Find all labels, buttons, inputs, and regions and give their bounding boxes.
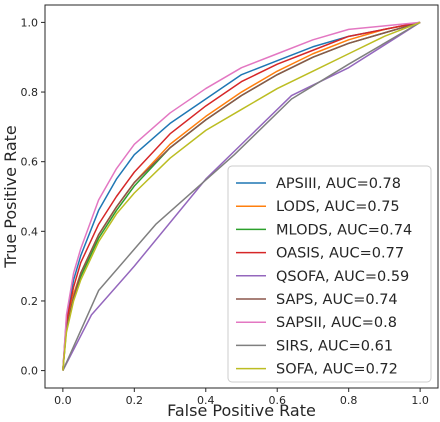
series-line-0 — [62, 21, 421, 371]
legend: APSIII, AUC=0.78 LODS, AUC=0.75 MLODS, AUC… — [227, 165, 432, 383]
legend-label-7: SIRS, AUC=0.61 — [276, 338, 393, 354]
x-tick-label: 0.4 — [197, 394, 215, 407]
series-line-7 — [62, 21, 421, 371]
x-axis-label: False Positive Rate — [167, 401, 316, 420]
series-line-6 — [62, 21, 421, 371]
series-layer — [62, 21, 421, 371]
x-ticks: 0.0 0.2 0.4 0.6 0.8 1.0 — [54, 388, 429, 407]
x-tick-label: 1.0 — [411, 394, 429, 407]
y-tick-label: 0.8 — [21, 86, 39, 99]
y-tick-label: 1.0 — [21, 16, 39, 29]
legend-label-5: SAPS, AUC=0.74 — [276, 292, 398, 308]
y-tick-label: 0.4 — [21, 225, 39, 238]
legend-label-0: APSIII, AUC=0.78 — [276, 176, 401, 192]
y-tick-label: 0.2 — [21, 295, 39, 308]
y-axis-label: True Positive Rate — [1, 125, 20, 269]
legend-label-8: SOFA, AUC=0.72 — [276, 362, 398, 378]
series-line-8 — [62, 21, 421, 371]
series-line-5 — [62, 21, 421, 371]
y-tick-label: 0.6 — [21, 156, 39, 169]
y-ticks: 0.0 0.2 0.4 0.6 0.8 1.0 — [21, 16, 45, 378]
legend-label-1: LODS, AUC=0.75 — [276, 199, 400, 215]
series-line-3 — [62, 21, 421, 371]
x-tick-label: 0.8 — [340, 394, 358, 407]
legend-label-4: QSOFA, AUC=0.59 — [276, 269, 409, 285]
legend-label-2: MLODS, AUC=0.74 — [276, 222, 412, 238]
legend-label-3: OASIS, AUC=0.77 — [276, 246, 404, 262]
legend-frame — [227, 165, 432, 383]
y-tick-label: 0.0 — [21, 365, 39, 378]
x-tick-label: 0.6 — [268, 394, 286, 407]
x-tick-label: 0.0 — [54, 394, 72, 407]
x-tick-label: 0.2 — [126, 394, 144, 407]
legend-label-6: SAPSII, AUC=0.8 — [276, 315, 397, 331]
